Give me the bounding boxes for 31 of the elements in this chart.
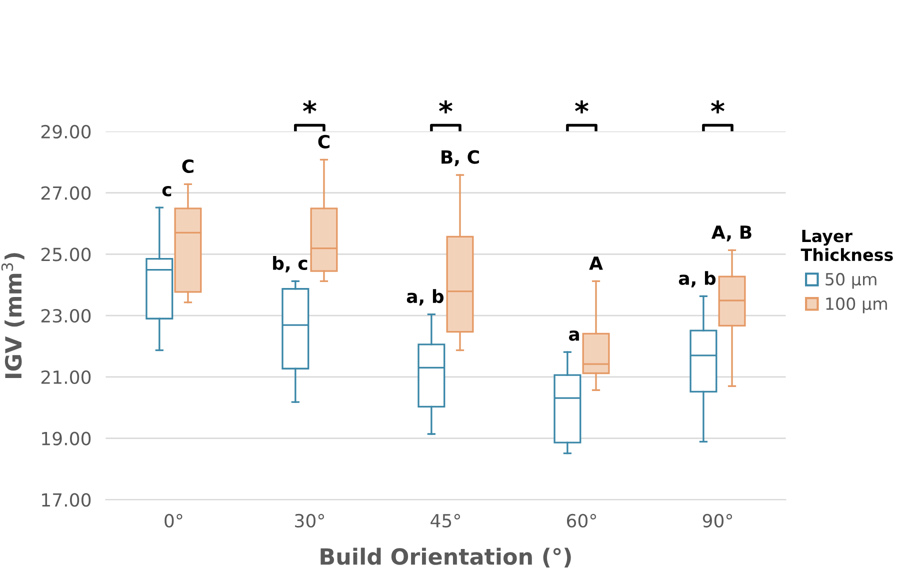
x-tick-label: 60° (566, 514, 596, 528)
annotation: A, B (712, 226, 752, 242)
text: * (711, 100, 724, 114)
annotation: C (182, 159, 194, 174)
annotation: a, b (678, 271, 716, 288)
annotation: a (568, 330, 579, 341)
y-tick-label: 27.00 (41, 186, 91, 200)
text: * (575, 100, 588, 114)
annotation: C (318, 134, 330, 148)
text: * (439, 100, 452, 114)
x-tick-label: 45° (430, 514, 460, 528)
y-tick-label: 21.00 (41, 370, 91, 384)
y-tick-label: 23.00 (41, 309, 91, 323)
legend-label: 50 µm (826, 272, 876, 289)
annotation: A (589, 256, 603, 270)
x-axis-title: Build Orientation (°) (320, 548, 571, 568)
text: * (302, 100, 316, 114)
y-tick-label: 25.00 (41, 248, 91, 262)
legend-label: 100 µm (826, 297, 887, 314)
x-tick-label: 90° (702, 514, 732, 528)
x-tick-label: 30° (295, 514, 324, 528)
y-tick-label: 19.00 (42, 432, 91, 446)
annotation: b, c (273, 256, 308, 272)
y-tick-label: 29.00 (41, 124, 91, 139)
legend-title: Layer Thickness (800, 230, 893, 262)
x-tick-label: 0° (164, 514, 182, 528)
y-tick-label: 17.00 (42, 493, 91, 507)
annotation: B, C (442, 150, 479, 166)
y-axis-title: IGV (mm$^{3}$) (1, 253, 24, 378)
annotation: a, b (406, 289, 444, 306)
annotation: c (162, 186, 172, 196)
